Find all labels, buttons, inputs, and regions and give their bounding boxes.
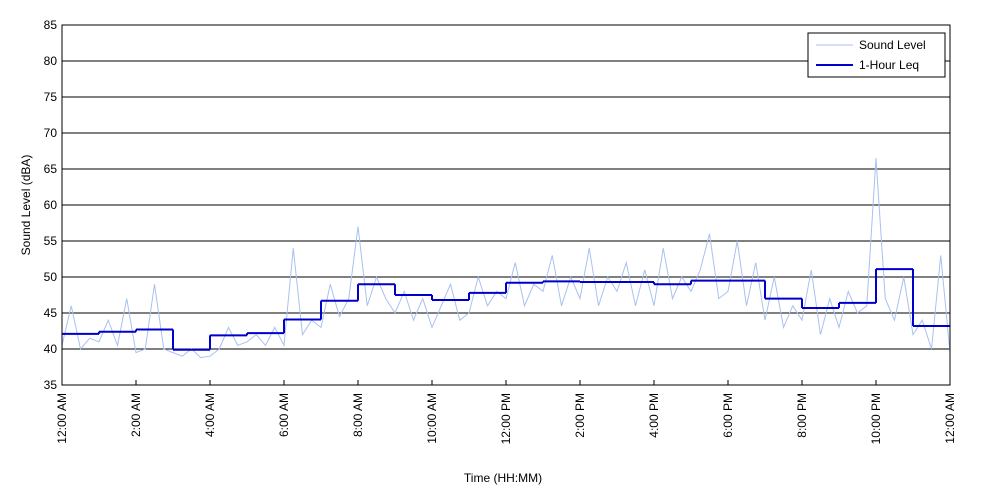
legend-box <box>807 32 946 78</box>
x-tick-label: 8:00 PM <box>795 393 809 438</box>
y-axis-label: Sound Level (dBA) <box>19 155 33 256</box>
x-tick-label: 4:00 AM <box>203 393 217 437</box>
legend-label: 1-Hour Leq <box>859 58 919 72</box>
y-tick-label: 85 <box>44 18 58 32</box>
legend-label: Sound Level <box>859 38 926 52</box>
x-tick-label: 10:00 AM <box>425 393 439 444</box>
x-tick-label: 2:00 PM <box>573 393 587 438</box>
y-tick-label: 45 <box>44 306 58 320</box>
plot-frame <box>61 24 951 386</box>
x-tick-label: 12:00 AM <box>55 393 69 444</box>
y-tick-label: 65 <box>44 162 58 176</box>
y-tick-label: 35 <box>44 378 58 392</box>
y-tick-label: 75 <box>44 90 58 104</box>
y-tick-label: 60 <box>44 198 58 212</box>
x-tick-label: 2:00 AM <box>129 393 143 437</box>
x-tick-label: 10:00 PM <box>869 393 883 444</box>
y-tick-label: 55 <box>44 234 58 248</box>
x-tick-label: 8:00 AM <box>351 393 365 437</box>
y-tick-label: 50 <box>44 270 58 284</box>
x-tick-label: 12:00 PM <box>499 393 513 444</box>
y-tick-label: 40 <box>44 342 58 356</box>
x-tick-label: 6:00 AM <box>277 393 291 437</box>
sound-level-line <box>61 158 951 359</box>
y-tick-label: 70 <box>44 126 58 140</box>
y-tick-label: 80 <box>44 54 58 68</box>
x-tick-label: 4:00 PM <box>647 393 661 438</box>
x-axis-label: Time (HH:MM) <box>464 471 542 485</box>
x-tick-label: 12:00 AM <box>943 393 957 444</box>
x-tick-label: 6:00 PM <box>721 393 735 438</box>
